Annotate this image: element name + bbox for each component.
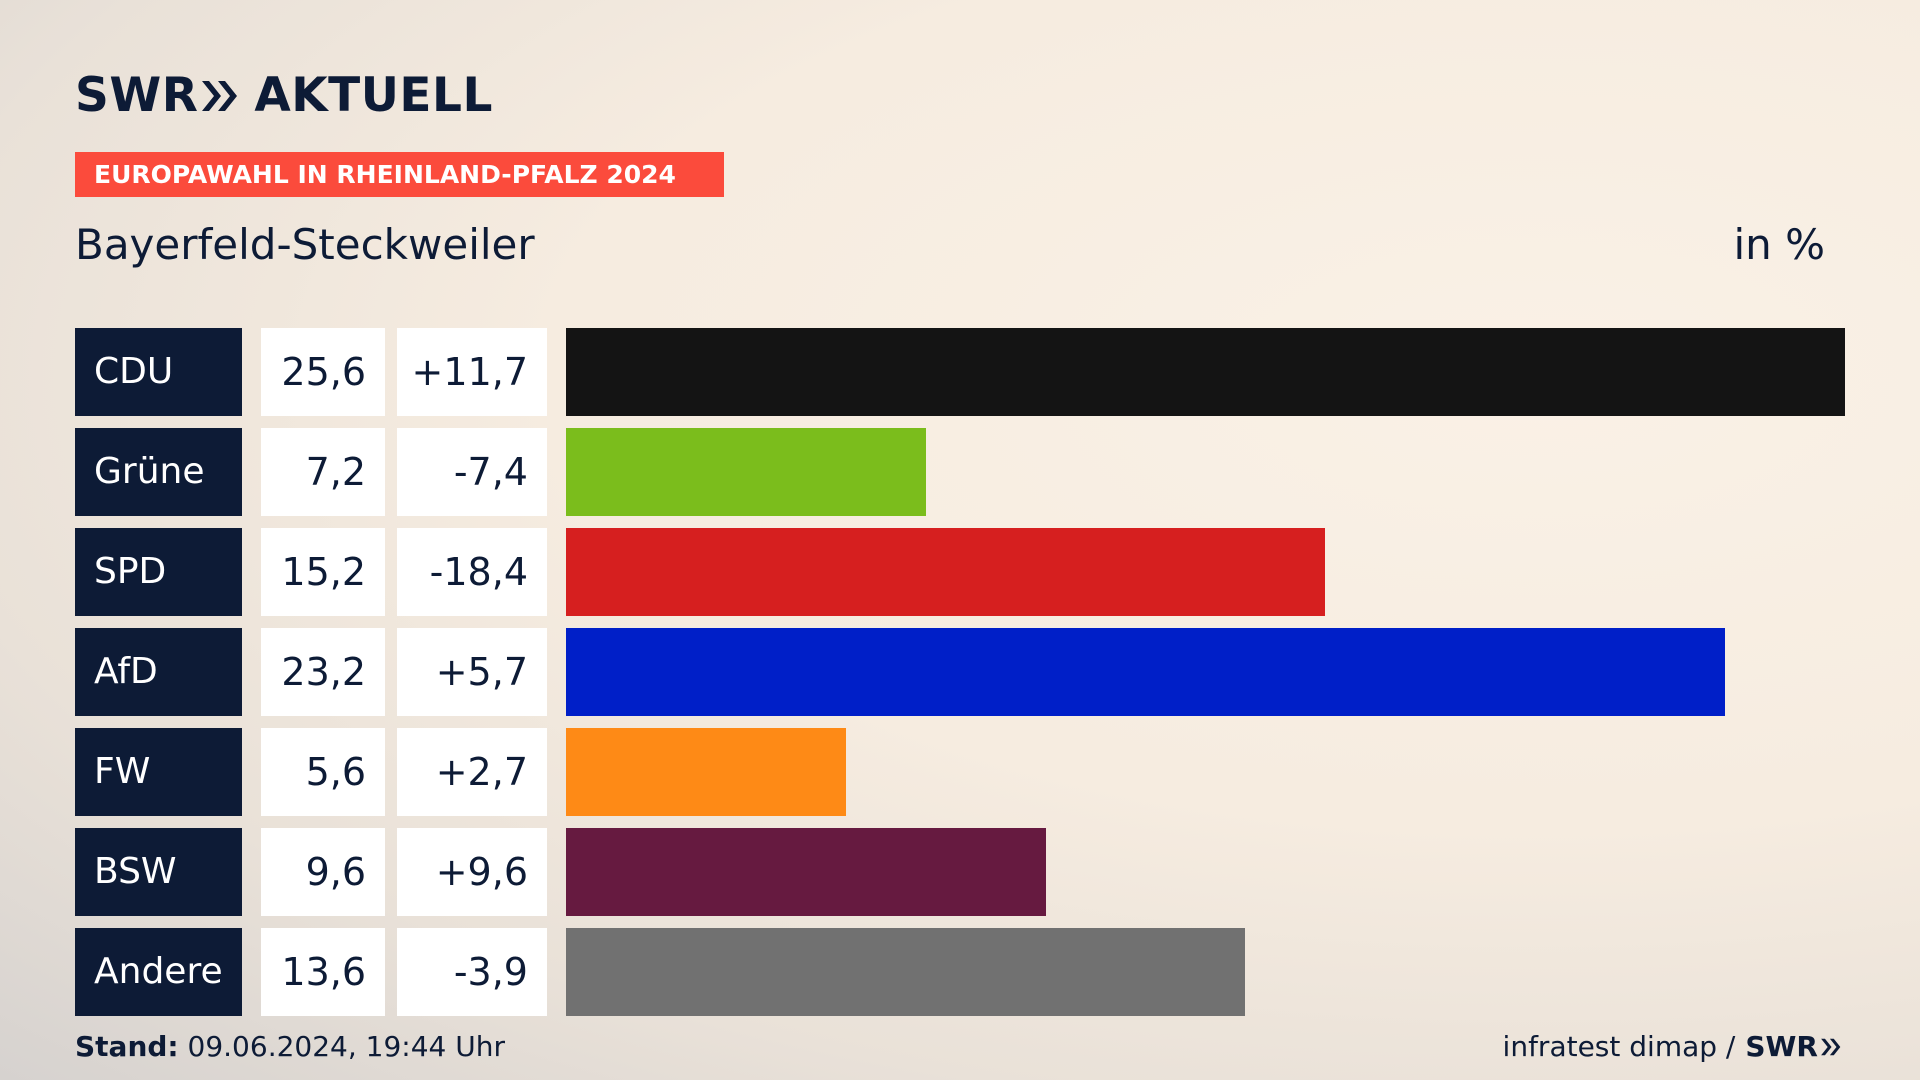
swr-aktuell-logo: SWR AKTUELL (75, 68, 493, 123)
timestamp: Stand: 09.06.2024, 19:44 Uhr (75, 1030, 505, 1063)
vote-change-value: -18,4 (397, 528, 547, 616)
party-label: Andere (75, 928, 242, 1016)
result-row: CDU 25,6 +11,7 (75, 328, 1845, 416)
bar-track (566, 328, 1845, 416)
result-row: Andere 13,6 -3,9 (75, 928, 1845, 1016)
bar (566, 328, 1845, 416)
election-badge: EUROPAWAHL IN RHEINLAND-PFALZ 2024 (75, 152, 724, 197)
bar-track (566, 528, 1845, 616)
stand-label: Stand: (75, 1030, 179, 1063)
party-label: SPD (75, 528, 242, 616)
vote-change-value: +5,7 (397, 628, 547, 716)
double-chevron-icon (200, 79, 240, 113)
result-row: BSW 9,6 +9,6 (75, 828, 1845, 916)
vote-share-value: 5,6 (261, 728, 385, 816)
bar-track (566, 428, 1845, 516)
vote-change-value: +9,6 (397, 828, 547, 916)
bar-track (566, 828, 1845, 916)
result-row: Grüne 7,2 -7,4 (75, 428, 1845, 516)
bar-track (566, 928, 1845, 1016)
bar (566, 728, 846, 816)
result-row: FW 5,6 +2,7 (75, 728, 1845, 816)
vote-share-value: 9,6 (261, 828, 385, 916)
vote-change-value: -3,9 (397, 928, 547, 1016)
vote-share-value: 13,6 (261, 928, 385, 1016)
source-brand-text: SWR (1745, 1030, 1818, 1063)
vote-share-value: 7,2 (261, 428, 385, 516)
vote-change-value: -7,4 (397, 428, 547, 516)
result-row: SPD 15,2 -18,4 (75, 528, 1845, 616)
bar-track (566, 728, 1845, 816)
bar-track (566, 628, 1845, 716)
vote-change-value: +11,7 (397, 328, 547, 416)
bar (566, 428, 926, 516)
logo-aktuell-text: AKTUELL (254, 68, 493, 123)
unit-label: in % (1733, 220, 1825, 269)
result-row: AfD 23,2 +5,7 (75, 628, 1845, 716)
bar (566, 528, 1325, 616)
bar (566, 928, 1245, 1016)
party-label: CDU (75, 328, 242, 416)
party-label: AfD (75, 628, 242, 716)
party-label: BSW (75, 828, 242, 916)
vote-share-value: 23,2 (261, 628, 385, 716)
source-brand: SWR (1745, 1030, 1842, 1063)
party-label: FW (75, 728, 242, 816)
bar (566, 628, 1725, 716)
vote-share-value: 15,2 (261, 528, 385, 616)
source-text: infratest dimap / (1502, 1030, 1736, 1063)
double-chevron-icon (1820, 1037, 1842, 1057)
party-label: Grüne (75, 428, 242, 516)
vote-share-value: 25,6 (261, 328, 385, 416)
logo-swr-text: SWR (75, 68, 199, 123)
source-credit: infratest dimap / SWR (1503, 1030, 1842, 1063)
municipality-title: Bayerfeld-Steckweiler (75, 220, 535, 269)
bar (566, 828, 1046, 916)
stand-value: 09.06.2024, 19:44 Uhr (187, 1030, 505, 1063)
vote-change-value: +2,7 (397, 728, 547, 816)
